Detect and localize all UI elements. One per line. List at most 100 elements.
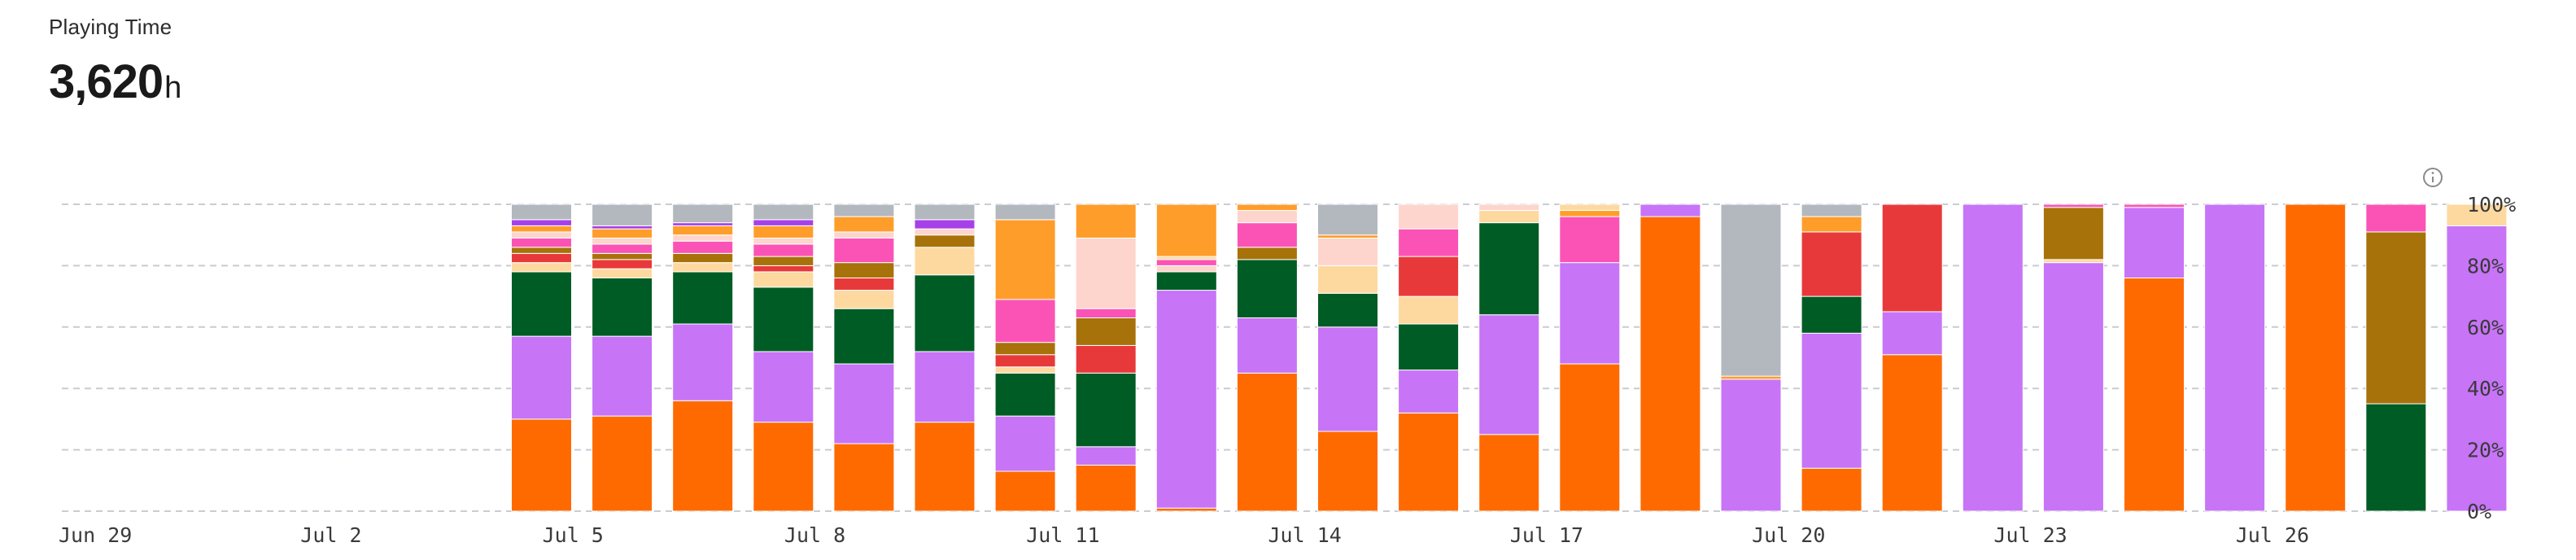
bar-segment[interactable]	[753, 237, 814, 245]
bar-segment[interactable]	[1155, 271, 1217, 291]
bar-segment[interactable]	[1559, 216, 1621, 264]
bar-segment[interactable]	[2042, 259, 2104, 264]
bar-segment[interactable]	[833, 262, 895, 278]
bar-segment[interactable]	[1398, 203, 1460, 230]
bar-segment[interactable]	[1236, 222, 1298, 248]
bar-segment[interactable]	[1881, 203, 1943, 313]
bar-segment[interactable]	[1478, 203, 1540, 212]
bar-segment[interactable]	[672, 252, 734, 264]
bar-segment[interactable]	[2204, 203, 2266, 512]
bar-segment[interactable]	[672, 203, 734, 224]
bar-segment[interactable]	[1236, 203, 1298, 212]
bar-segment[interactable]	[1881, 311, 1943, 356]
bar-segment[interactable]	[994, 470, 1056, 512]
bar-segment[interactable]	[1559, 262, 1621, 365]
bar-segment[interactable]	[511, 252, 572, 264]
bar-segment[interactable]	[1155, 256, 1217, 260]
bar-segment[interactable]	[914, 228, 976, 236]
bar-segment[interactable]	[833, 308, 895, 365]
bar-segment[interactable]	[914, 422, 976, 512]
bar-segment[interactable]	[592, 243, 653, 254]
bar-segment[interactable]	[1478, 210, 1540, 224]
bar-segment[interactable]	[1317, 326, 1378, 432]
bar-segment[interactable]	[1075, 308, 1137, 318]
bar-segment[interactable]	[1639, 216, 1701, 512]
bar-segment[interactable]	[833, 237, 895, 264]
bar-segment[interactable]	[994, 342, 1056, 356]
bar-segment[interactable]	[592, 225, 653, 230]
bar-segment[interactable]	[1398, 256, 1460, 297]
bar-segment[interactable]	[2365, 231, 2427, 405]
bar-segment[interactable]	[511, 247, 572, 254]
bar-segment[interactable]	[753, 287, 814, 352]
bar-segment[interactable]	[1801, 231, 1862, 297]
bar-segment[interactable]	[1317, 265, 1378, 294]
bar-segment[interactable]	[1236, 317, 1298, 374]
bar-segment[interactable]	[511, 271, 572, 337]
bar-segment[interactable]	[1962, 203, 2024, 512]
bar-segment[interactable]	[2042, 207, 2104, 260]
bar-segment[interactable]	[833, 203, 895, 217]
bar-segment[interactable]	[1398, 295, 1460, 325]
bar-segment[interactable]	[1075, 446, 1137, 466]
bar-segment[interactable]	[753, 219, 814, 226]
bar-segment[interactable]	[511, 418, 572, 512]
bar-segment[interactable]	[511, 231, 572, 238]
bar-segment[interactable]	[753, 265, 814, 273]
bar-segment[interactable]	[1801, 332, 1862, 469]
bar-segment[interactable]	[914, 234, 976, 248]
bar-segment[interactable]	[1559, 210, 1621, 217]
bar-segment[interactable]	[914, 203, 976, 221]
bar-segment[interactable]	[1155, 290, 1217, 509]
bar-segment[interactable]	[1398, 323, 1460, 371]
bar-segment[interactable]	[1075, 203, 1137, 238]
bar-segment[interactable]	[511, 237, 572, 248]
bar-segment[interactable]	[1155, 507, 1217, 512]
bar-segment[interactable]	[672, 222, 734, 226]
bar-segment[interactable]	[1236, 259, 1298, 318]
bar-segment[interactable]	[511, 335, 572, 420]
bar-segment[interactable]	[672, 271, 734, 325]
bar-segment[interactable]	[1075, 464, 1137, 512]
bar-segment[interactable]	[1801, 203, 1862, 217]
bar-segment[interactable]	[1801, 467, 1862, 512]
bar-segment[interactable]	[672, 225, 734, 236]
bar-segment[interactable]	[2365, 203, 2427, 233]
bar-segment[interactable]	[1075, 372, 1137, 448]
bar-segment[interactable]	[753, 351, 814, 423]
bar-segment[interactable]	[592, 203, 653, 226]
bar-segment[interactable]	[914, 219, 976, 230]
bar-segment[interactable]	[511, 225, 572, 233]
bar-segment[interactable]	[753, 422, 814, 512]
bar-segment[interactable]	[994, 354, 1056, 368]
bar-segment[interactable]	[994, 372, 1056, 417]
bar-segment[interactable]	[914, 247, 976, 276]
bar-segment[interactable]	[1559, 203, 1621, 212]
bar-segment[interactable]	[833, 290, 895, 309]
bar-segment[interactable]	[1236, 210, 1298, 224]
bar-segment[interactable]	[592, 277, 653, 337]
bar-segment[interactable]	[833, 216, 895, 233]
bar-segment[interactable]	[672, 400, 734, 512]
bar-segment[interactable]	[2285, 203, 2347, 512]
bar-segment[interactable]	[1155, 203, 1217, 257]
bar-segment[interactable]	[1317, 292, 1378, 328]
bar-segment[interactable]	[1881, 354, 1943, 512]
info-icon[interactable]	[2423, 168, 2443, 187]
bar-segment[interactable]	[1801, 216, 1862, 233]
bar-segment[interactable]	[592, 415, 653, 512]
bar-segment[interactable]	[672, 240, 734, 254]
bar-segment[interactable]	[833, 231, 895, 238]
bar-segment[interactable]	[511, 219, 572, 226]
bar-segment[interactable]	[592, 237, 653, 245]
bar-segment[interactable]	[2042, 262, 2104, 512]
bar-segment[interactable]	[1398, 412, 1460, 512]
bar-segment[interactable]	[833, 363, 895, 444]
bar-segment[interactable]	[1317, 234, 1378, 238]
bar-segment[interactable]	[592, 228, 653, 238]
bar-segment[interactable]	[672, 262, 734, 273]
bar-segment[interactable]	[1639, 203, 1701, 217]
bar-segment[interactable]	[592, 335, 653, 417]
bar-segment[interactable]	[1236, 247, 1298, 260]
bar-segment[interactable]	[994, 415, 1056, 472]
